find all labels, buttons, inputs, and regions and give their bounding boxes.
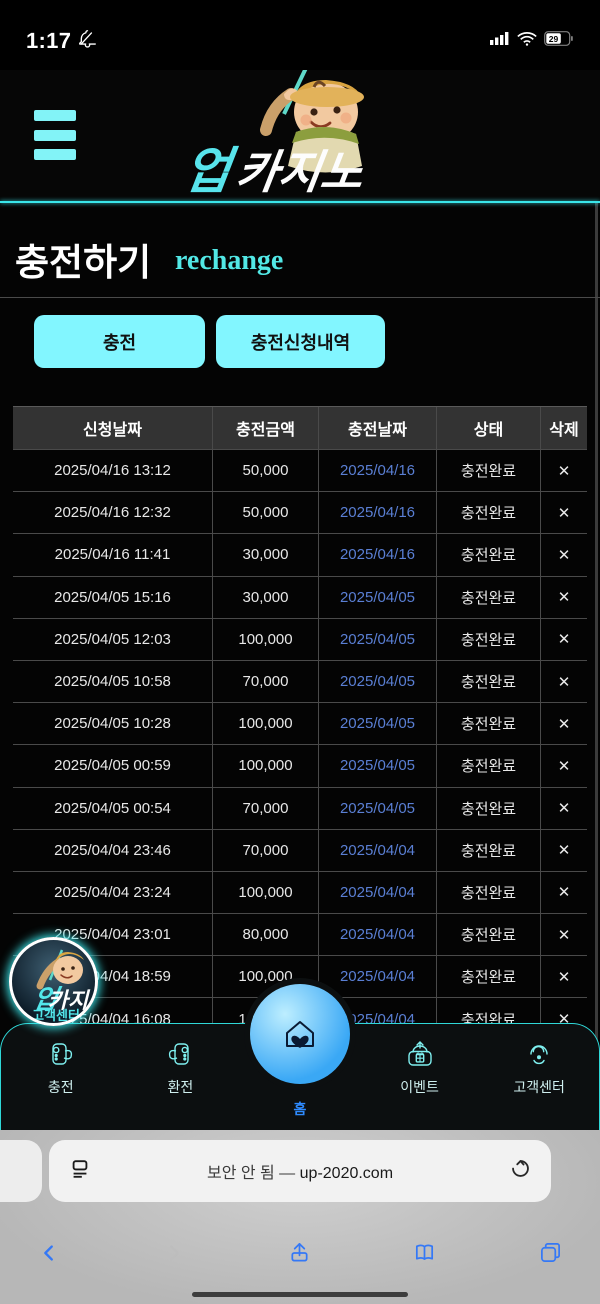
- svg-text:29: 29: [549, 33, 559, 43]
- svg-text:업: 업: [188, 143, 240, 196]
- svg-text:카지노: 카지노: [233, 146, 368, 196]
- svg-text:고객센터: 고객센터: [32, 1008, 80, 1023]
